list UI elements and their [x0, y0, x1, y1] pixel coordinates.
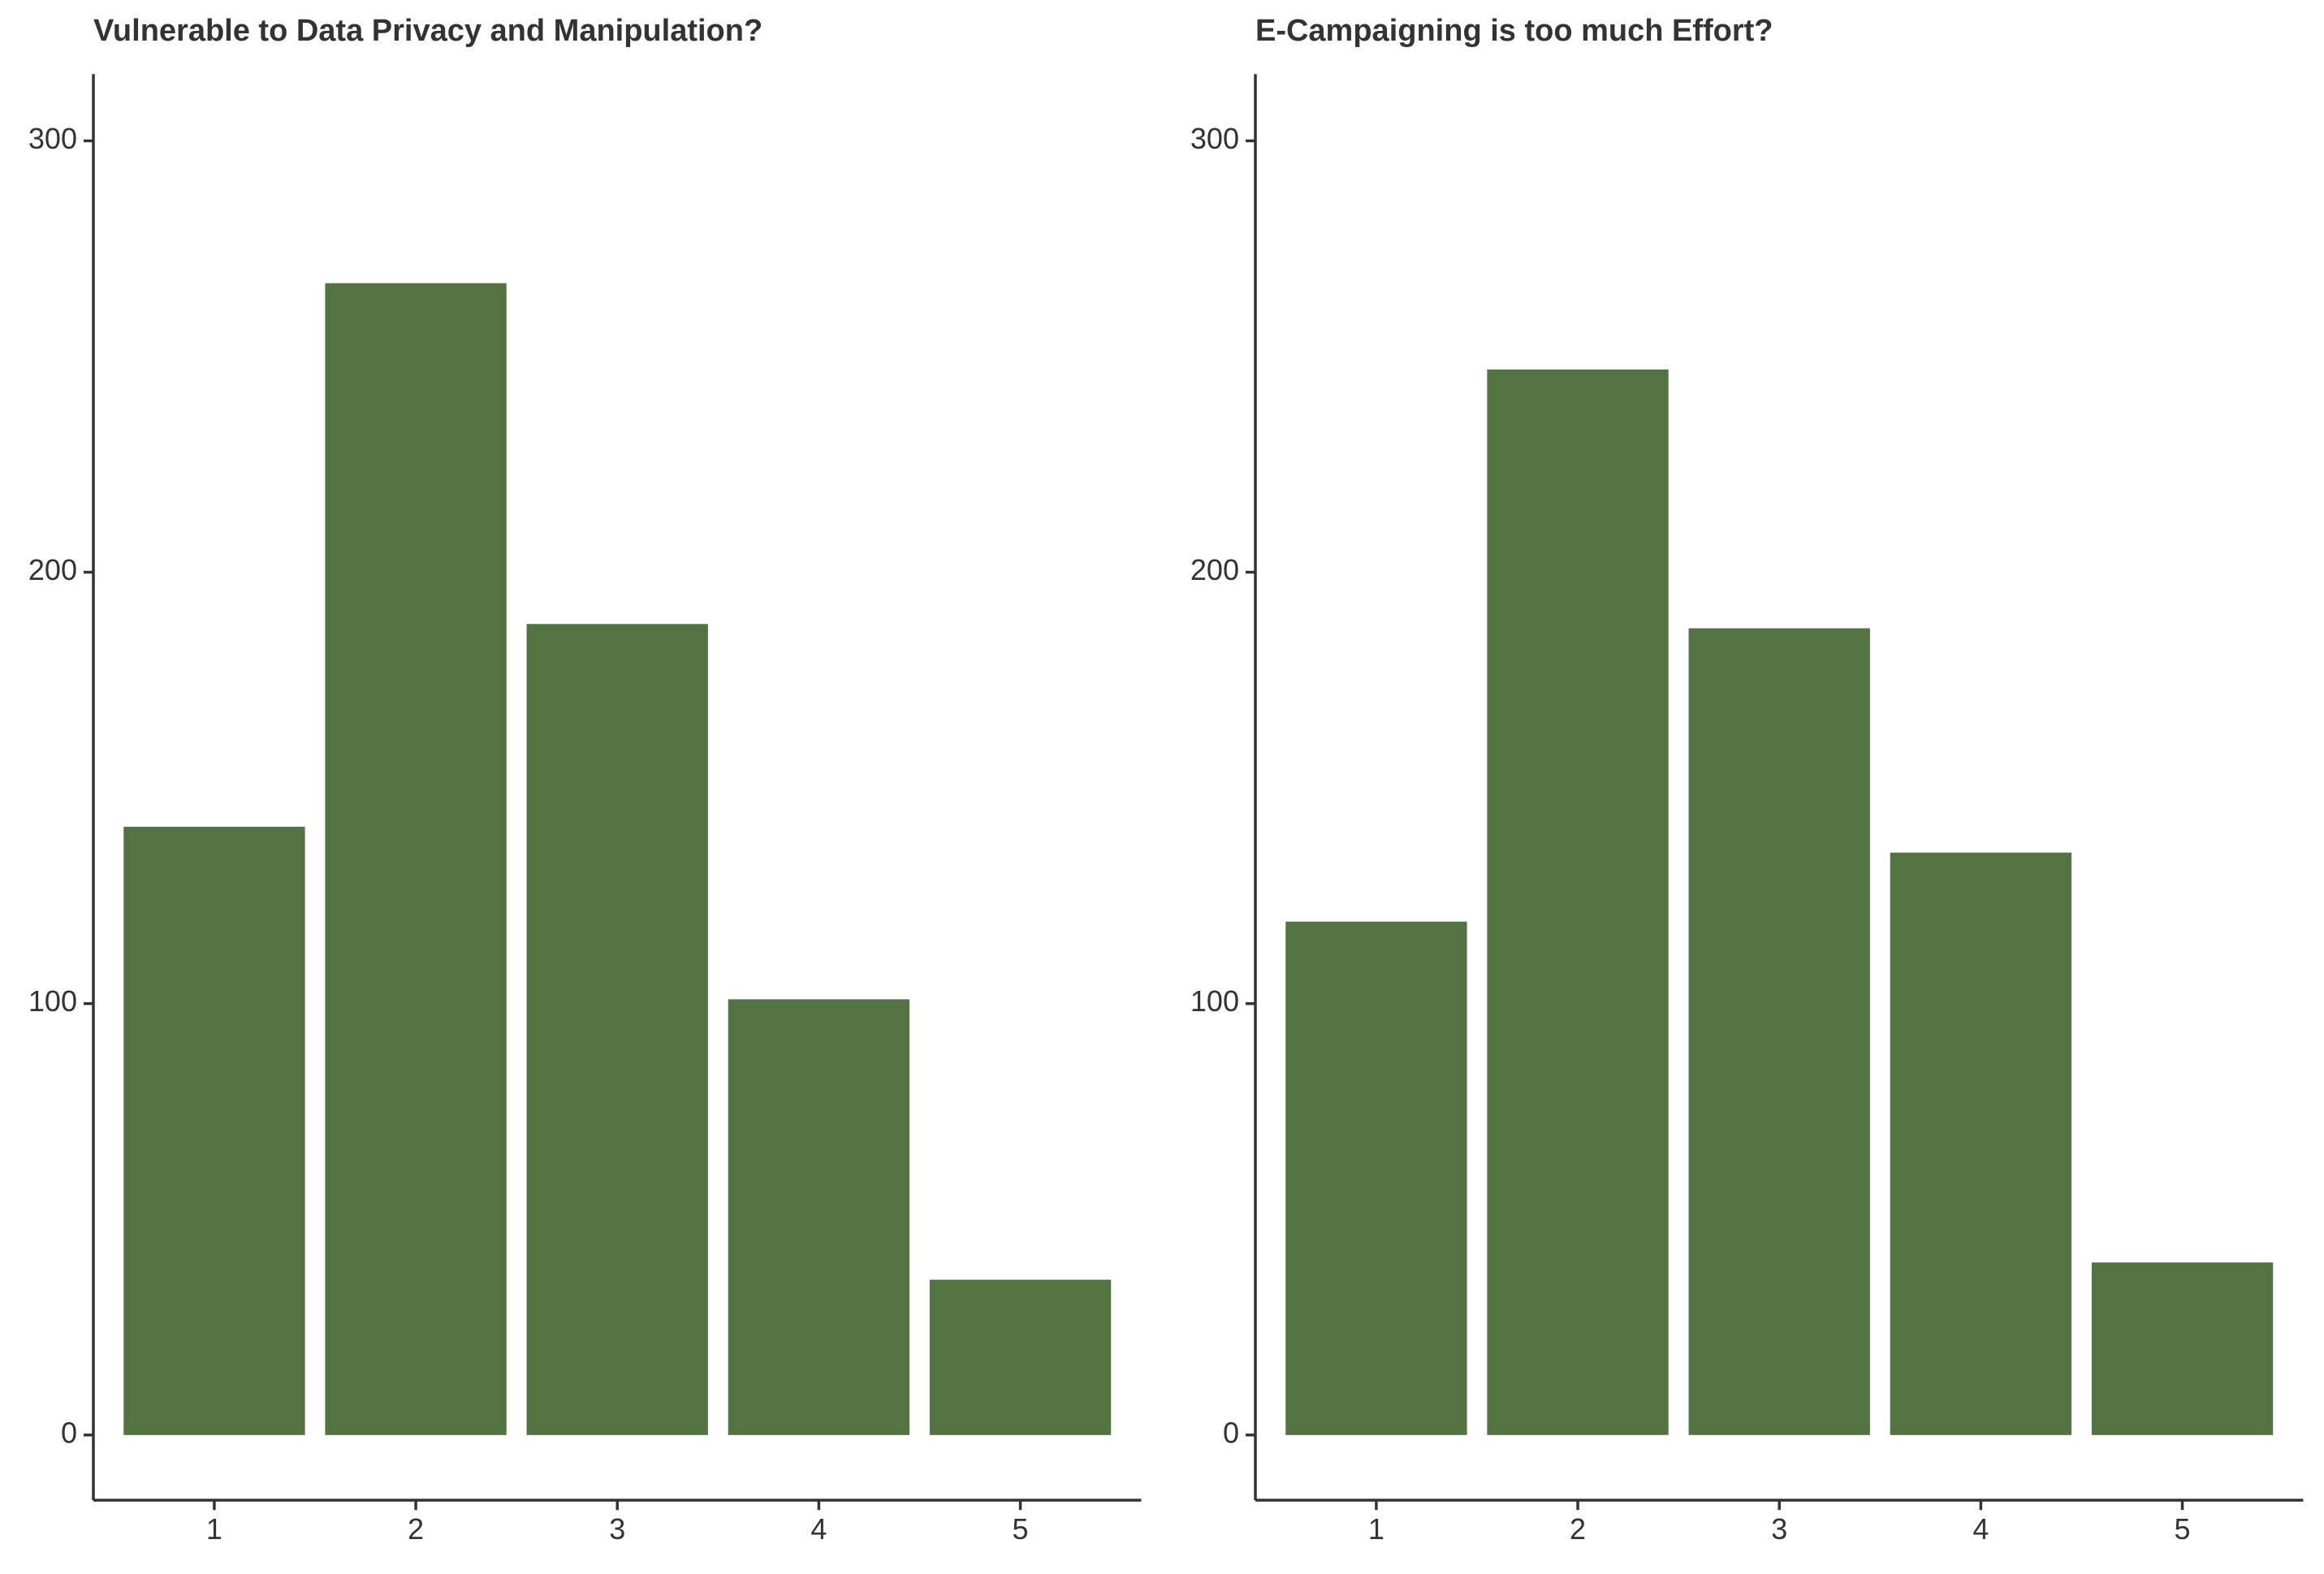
chart-title: E-Campaigning is too much Effort? [1255, 14, 1773, 48]
y-tick-label: 200 [28, 553, 77, 586]
y-tick-label: 100 [1190, 984, 1239, 1018]
bar-1 [123, 826, 305, 1435]
chart-title: Vulnerable to Data Privacy and Manipulat… [93, 14, 762, 48]
y-tick-label: 300 [28, 122, 77, 155]
y-tick-label: 300 [1190, 122, 1239, 155]
bar-2 [325, 283, 507, 1435]
bar-3 [526, 624, 708, 1435]
x-tick-label: 2 [1570, 1512, 1586, 1546]
panel-right: E-Campaigning is too much Effort? 0 100 200… [1190, 14, 2304, 1546]
bar-2 [1487, 369, 1669, 1435]
x-tick-label: 5 [2175, 1512, 2191, 1546]
bar-4 [1890, 852, 2072, 1435]
y-tick-label: 100 [28, 984, 77, 1018]
x-tick-label: 2 [408, 1512, 424, 1546]
bar-1 [1285, 921, 1467, 1435]
y-tick-label: 0 [1223, 1416, 1239, 1449]
bar-3 [1688, 628, 1870, 1435]
x-tick-label: 5 [1013, 1512, 1029, 1546]
panel-left: Vulnerable to Data Privacy and Manipulat… [28, 14, 1142, 1546]
x-tick-label: 4 [1972, 1512, 1989, 1546]
y-tick-label: 200 [1190, 553, 1239, 586]
bar-5 [929, 1279, 1112, 1435]
x-tick-label: 4 [810, 1512, 827, 1546]
bar-5 [2091, 1262, 2274, 1435]
x-tick-label: 3 [609, 1512, 625, 1546]
bar-4 [728, 999, 910, 1435]
y-tick-label: 0 [61, 1416, 77, 1449]
x-tick-label: 3 [1771, 1512, 1787, 1546]
x-tick-label: 1 [206, 1512, 222, 1546]
x-tick-label: 1 [1368, 1512, 1384, 1546]
